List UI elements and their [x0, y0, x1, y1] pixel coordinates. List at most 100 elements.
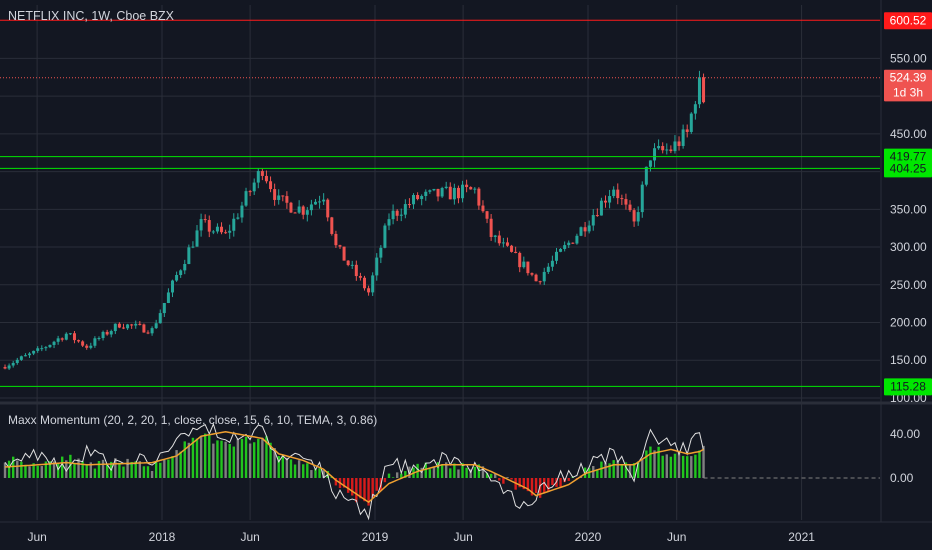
candle-body[interactable] — [350, 264, 354, 266]
candle-body[interactable] — [648, 160, 652, 167]
histogram-bar[interactable] — [154, 461, 158, 478]
histogram-bar[interactable] — [191, 437, 195, 478]
candle-body[interactable] — [146, 332, 150, 334]
candle-body[interactable] — [85, 345, 89, 348]
candle-body[interactable] — [465, 184, 469, 188]
candle-body[interactable] — [702, 77, 706, 103]
histogram-bar[interactable] — [359, 478, 362, 499]
candle-body[interactable] — [313, 201, 317, 205]
candle-body[interactable] — [117, 323, 121, 328]
candle-body[interactable] — [677, 141, 681, 146]
histogram-bar[interactable] — [183, 441, 186, 478]
histogram-bar[interactable] — [551, 478, 554, 486]
histogram-bar[interactable] — [608, 463, 611, 478]
candle-body[interactable] — [220, 226, 224, 233]
candle-body[interactable] — [407, 204, 411, 206]
histogram-bar[interactable] — [600, 461, 603, 478]
candle-body[interactable] — [269, 181, 273, 190]
histogram-bar[interactable] — [273, 448, 276, 478]
candle-body[interactable] — [175, 274, 179, 281]
candle-body[interactable] — [322, 199, 326, 202]
histogram-bar[interactable] — [567, 478, 570, 481]
histogram-bar[interactable] — [114, 458, 117, 478]
candle-body[interactable] — [567, 242, 571, 246]
histogram-bar[interactable] — [351, 478, 354, 496]
candle-body[interactable] — [211, 231, 215, 233]
histogram-bar[interactable] — [457, 469, 460, 478]
candle-body[interactable] — [264, 175, 268, 182]
histogram-bar[interactable] — [261, 437, 264, 478]
candle-body[interactable] — [273, 189, 277, 200]
candle-body[interactable] — [444, 186, 448, 189]
candle-body[interactable] — [669, 149, 673, 152]
candle-body[interactable] — [48, 344, 52, 348]
histogram-bar[interactable] — [199, 435, 203, 478]
histogram-bar[interactable] — [220, 440, 223, 478]
histogram-bar[interactable] — [65, 460, 68, 478]
histogram-bar[interactable] — [395, 472, 399, 478]
histogram-bar[interactable] — [375, 478, 378, 491]
histogram-bar[interactable] — [686, 456, 689, 478]
candle-body[interactable] — [522, 261, 526, 268]
candle-body[interactable] — [154, 323, 158, 329]
candle-body[interactable] — [195, 230, 199, 247]
histogram-bar[interactable] — [224, 441, 227, 478]
candle-body[interactable] — [232, 218, 236, 231]
histogram-bar[interactable] — [216, 440, 219, 478]
candle-body[interactable] — [477, 188, 481, 206]
histogram-bar[interactable] — [310, 470, 313, 478]
candle-body[interactable] — [383, 225, 387, 248]
candle-body[interactable] — [526, 261, 530, 274]
candle-body[interactable] — [571, 242, 575, 244]
candle-body[interactable] — [183, 264, 187, 271]
candle-body[interactable] — [171, 280, 175, 293]
candle-body[interactable] — [134, 323, 138, 326]
histogram-bar[interactable] — [175, 450, 178, 478]
candle-body[interactable] — [297, 206, 301, 213]
histogram-bar[interactable] — [318, 468, 321, 478]
histogram-bar[interactable] — [510, 478, 513, 480]
histogram-bar[interactable] — [293, 464, 297, 478]
candle-body[interactable] — [661, 146, 665, 151]
candle-body[interactable] — [56, 338, 60, 342]
histogram-bar[interactable] — [342, 478, 346, 488]
candle-body[interactable] — [501, 242, 505, 244]
histogram-bar[interactable] — [526, 478, 530, 492]
histogram-bar[interactable] — [477, 464, 481, 478]
candle-body[interactable] — [7, 365, 11, 369]
histogram-bar[interactable] — [269, 442, 272, 478]
candle-body[interactable] — [681, 129, 685, 146]
candle-body[interactable] — [338, 245, 342, 247]
candle-body[interactable] — [387, 219, 391, 226]
candle-body[interactable] — [403, 204, 407, 215]
histogram-bar[interactable] — [167, 459, 170, 478]
candle-body[interactable] — [554, 251, 558, 261]
candle-body[interactable] — [162, 302, 166, 314]
candle-body[interactable] — [252, 182, 256, 192]
histogram-bar[interactable] — [44, 461, 48, 478]
histogram-bar[interactable] — [673, 453, 677, 478]
candle-body[interactable] — [587, 225, 591, 232]
histogram-bar[interactable] — [105, 464, 109, 478]
histogram-bar[interactable] — [244, 436, 248, 478]
candle-body[interactable] — [379, 247, 383, 258]
candle-body[interactable] — [608, 196, 612, 203]
candle-body[interactable] — [481, 205, 485, 212]
histogram-bar[interactable] — [195, 438, 199, 478]
histogram-bar[interactable] — [436, 462, 440, 478]
candle-body[interactable] — [330, 217, 334, 234]
histogram-bar[interactable] — [16, 460, 19, 478]
candle-body[interactable] — [305, 210, 309, 215]
histogram-bar[interactable] — [3, 462, 7, 478]
histogram-bar[interactable] — [489, 473, 493, 478]
histogram-bar[interactable] — [85, 465, 88, 478]
candle-body[interactable] — [624, 199, 628, 205]
histogram-bar[interactable] — [453, 463, 456, 478]
histogram-bar[interactable] — [130, 461, 133, 478]
histogram-bar[interactable] — [69, 454, 72, 478]
histogram-bar[interactable] — [677, 451, 681, 478]
histogram-bar[interactable] — [32, 463, 35, 478]
candles[interactable] — [3, 70, 706, 370]
candle-body[interactable] — [673, 141, 677, 152]
